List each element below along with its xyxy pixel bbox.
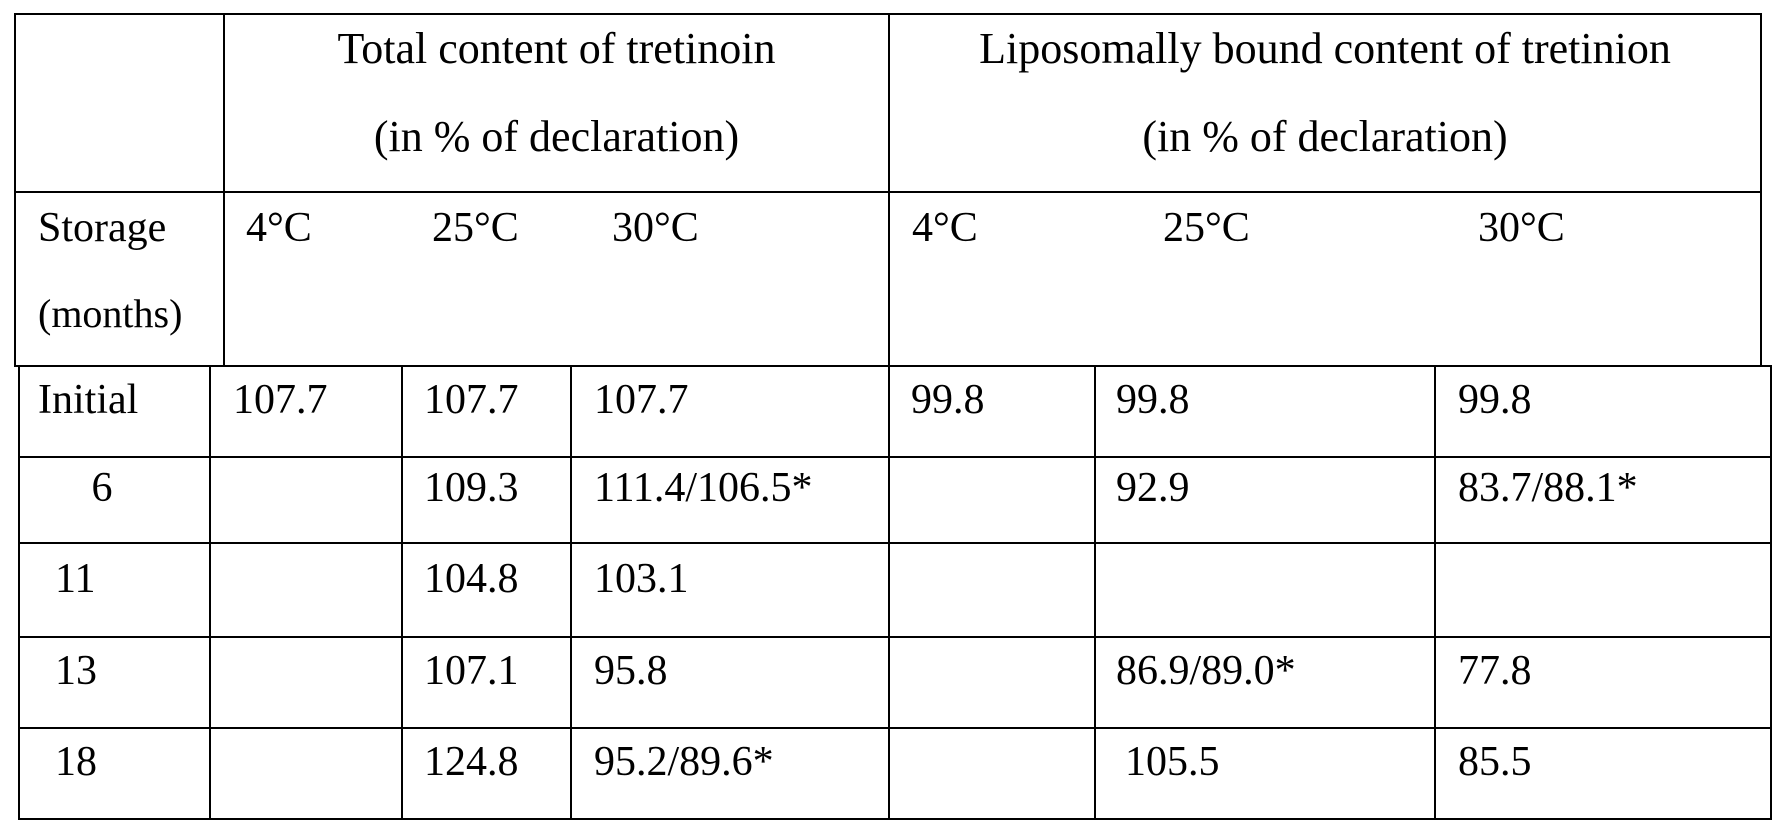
cell-13-lipo-25c: 86.9/89.0* — [1116, 648, 1296, 694]
table-rule-row4 — [18, 727, 1772, 729]
cell-initial-lipo-4c: 99.8 — [911, 377, 985, 423]
cell-initial-lipo-25c: 99.8 — [1116, 377, 1190, 423]
body-divider-1 — [209, 365, 211, 820]
cell-initial-total-25c: 107.7 — [424, 377, 519, 423]
group-header-liposomal-line1: Liposomally bound content of tretinion — [890, 26, 1760, 72]
body-divider-6 — [1434, 365, 1436, 820]
group-header-liposomal-line2: (in % of declaration) — [890, 114, 1760, 160]
table-border-right-header — [1760, 13, 1762, 367]
storage-unit-label: (months) — [38, 291, 182, 337]
table-rule-row3 — [18, 636, 1772, 638]
cell-6-total-30c: 111.4/106.5* — [594, 465, 813, 511]
table-border-right-body — [1770, 365, 1772, 820]
cell-initial-total-4c: 107.7 — [233, 377, 328, 423]
table-rule-subheader — [14, 365, 1772, 367]
table-rule-row2 — [18, 542, 1772, 544]
row-label-6: 6 — [18, 465, 186, 511]
group-header-total-line2: (in % of declaration) — [225, 114, 888, 160]
cell-initial-total-30c: 107.7 — [594, 377, 689, 423]
group-header-total-line1: Total content of tretinoin — [225, 26, 888, 72]
cell-11-total-25c: 104.8 — [424, 556, 519, 602]
temp-header-lipo-25c: 25°C — [1163, 205, 1250, 251]
body-divider-5 — [1094, 365, 1096, 820]
body-divider-3 — [570, 365, 572, 820]
cell-13-lipo-30c: 77.8 — [1458, 648, 1532, 694]
body-divider-4 — [888, 365, 890, 820]
table-rule-row1 — [18, 456, 1772, 458]
cell-13-total-30c: 95.8 — [594, 648, 668, 694]
cell-18-total-25c: 124.8 — [424, 739, 519, 785]
cell-6-lipo-25c: 92.9 — [1116, 465, 1190, 511]
row-label-18: 18 — [55, 739, 97, 785]
temp-header-lipo-4c: 4°C — [912, 205, 978, 251]
temp-header-total-30c: 30°C — [612, 205, 699, 251]
cell-13-total-25c: 107.1 — [424, 648, 519, 694]
cell-6-lipo-30c: 83.7/88.1* — [1458, 465, 1638, 511]
body-divider-2 — [401, 365, 403, 820]
table-border-left — [14, 13, 16, 367]
body-border-left — [18, 365, 20, 820]
row-label-initial: Initial — [38, 377, 138, 423]
cell-6-total-25c: 109.3 — [424, 465, 519, 511]
storage-label: Storage — [38, 205, 166, 251]
row-label-13: 13 — [55, 648, 97, 694]
temp-header-lipo-30c: 30°C — [1478, 205, 1565, 251]
temp-header-total-25c: 25°C — [432, 205, 519, 251]
cell-18-lipo-30c: 85.5 — [1458, 739, 1532, 785]
cell-18-total-30c: 95.2/89.6* — [594, 739, 774, 785]
cell-18-lipo-25c: 105.5 — [1125, 739, 1220, 785]
cell-initial-lipo-30c: 99.8 — [1458, 377, 1532, 423]
table-border-bottom — [18, 818, 1772, 820]
cell-11-total-30c: 103.1 — [594, 556, 689, 602]
temp-header-total-4c: 4°C — [246, 205, 312, 251]
row-label-11: 11 — [55, 556, 95, 602]
